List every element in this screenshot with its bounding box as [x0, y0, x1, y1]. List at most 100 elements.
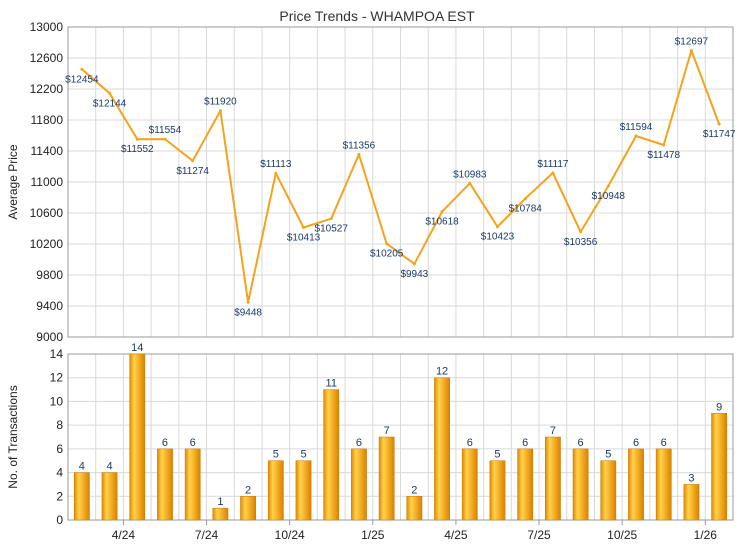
price-y-tick-label: 12200: [30, 82, 64, 96]
transaction-data-label: 4: [107, 461, 113, 473]
x-tick-label: 7/24: [195, 528, 219, 542]
transaction-data-label: 6: [162, 437, 168, 449]
price-y-tick-label: 12600: [30, 51, 64, 65]
transaction-bar: [461, 448, 478, 521]
price-y-tick-label: 10200: [30, 237, 64, 251]
price-y-axis-title: Average Price: [6, 144, 20, 219]
price-point: [246, 300, 250, 304]
price-point: [634, 134, 638, 138]
transaction-data-label: 3: [688, 472, 694, 484]
price-point: [440, 210, 444, 214]
price-point: [108, 91, 112, 95]
x-tick-label: 10/24: [275, 528, 305, 542]
price-data-label: $10356: [564, 237, 598, 248]
price-data-label: $11274: [176, 166, 209, 177]
price-point: [302, 225, 306, 229]
price-point: [606, 184, 610, 188]
transaction-bar: [489, 460, 506, 521]
transaction-bar: [212, 507, 229, 521]
transaction-data-label: 5: [273, 449, 279, 461]
price-point: [468, 181, 472, 185]
x-tick-label: 4/24: [112, 528, 136, 542]
price-y-tick-label: 9000: [36, 330, 63, 344]
transaction-data-label: 4: [79, 461, 85, 473]
transaction-bar: [295, 460, 312, 521]
bar-y-tick-label: 12: [50, 371, 64, 385]
transaction-data-label: 2: [411, 484, 417, 496]
transaction-bar: [323, 389, 340, 521]
price-data-label: $10948: [592, 191, 626, 202]
transaction-bar: [628, 448, 644, 521]
price-point: [80, 67, 84, 71]
price-point: [689, 48, 693, 52]
price-point: [163, 137, 167, 141]
transaction-bar: [240, 496, 256, 521]
transaction-data-label: 5: [605, 449, 611, 461]
transaction-bar: [655, 448, 672, 521]
transaction-data-label: 7: [384, 425, 390, 437]
price-y-tick-label: 11400: [31, 144, 64, 158]
price-point: [579, 230, 583, 234]
transaction-data-label: 6: [467, 437, 473, 449]
transaction-data-label: 6: [522, 437, 528, 449]
price-series-line: [81, 49, 721, 304]
price-point: [385, 242, 389, 246]
price-point: [329, 217, 333, 221]
transaction-bar: [378, 436, 395, 521]
price-data-label: $12697: [675, 36, 709, 47]
transaction-data-label: 5: [494, 449, 500, 461]
transaction-data-label: 1: [217, 496, 223, 508]
transaction-data-label: 5: [300, 449, 306, 461]
transaction-bar: [600, 460, 617, 521]
transaction-data-label: 9: [716, 401, 722, 413]
price-data-label: $11117: [537, 159, 569, 170]
price-data-label: $11552: [121, 144, 154, 155]
price-data-label: $12144: [93, 98, 127, 109]
bar-y-tick-label: 0: [56, 513, 63, 527]
price-point: [274, 171, 278, 175]
price-data-label: $11554: [149, 125, 182, 136]
chart-title: Price Trends - WHAMPOA EST: [279, 8, 475, 24]
price-data-label: $10527: [315, 224, 349, 235]
price-point: [523, 197, 527, 201]
transaction-bar: [683, 484, 700, 521]
price-data-label: $11356: [343, 140, 376, 151]
transaction-data-label: 7: [550, 425, 556, 437]
price-data-label: $11920: [204, 97, 237, 108]
transaction-bar: [434, 377, 450, 521]
price-data-label: $10618: [425, 217, 459, 228]
transaction-data-label: 12: [436, 366, 448, 378]
price-point: [717, 122, 721, 126]
transaction-bar: [406, 496, 423, 521]
price-y-tick-label: 10600: [30, 206, 64, 220]
transaction-bar: [73, 472, 90, 521]
price-y-tick-label: 11000: [31, 175, 64, 189]
price-data-label: $11747: [703, 129, 736, 140]
price-point: [551, 171, 555, 175]
price-data-label: $11113: [260, 159, 292, 170]
price-point: [412, 262, 416, 266]
bar-plot-frame: [67, 353, 734, 521]
bar-y-tick-label: 2: [56, 489, 63, 503]
price-data-label: $10205: [370, 249, 404, 260]
transaction-bar: [351, 448, 367, 521]
price-data-label: $10423: [481, 232, 515, 243]
bar-y-tick-label: 6: [56, 442, 63, 456]
x-tick-label: 1/25: [361, 528, 385, 542]
price-y-tick-label: 9800: [36, 268, 63, 282]
price-data-label: $10784: [509, 204, 543, 215]
transaction-bar: [267, 460, 284, 521]
transaction-data-label: 6: [661, 437, 667, 449]
price-point: [662, 143, 666, 147]
price-data-label: $10413: [287, 232, 321, 243]
bar-y-tick-label: 14: [50, 347, 64, 361]
bar-y-tick-label: 4: [56, 466, 63, 480]
transaction-data-label: 6: [633, 437, 639, 449]
transaction-bar: [572, 448, 589, 521]
x-tick-label: 4/25: [444, 528, 468, 542]
x-tick-label: 7/25: [527, 528, 551, 542]
transaction-data-label: 14: [131, 342, 143, 354]
